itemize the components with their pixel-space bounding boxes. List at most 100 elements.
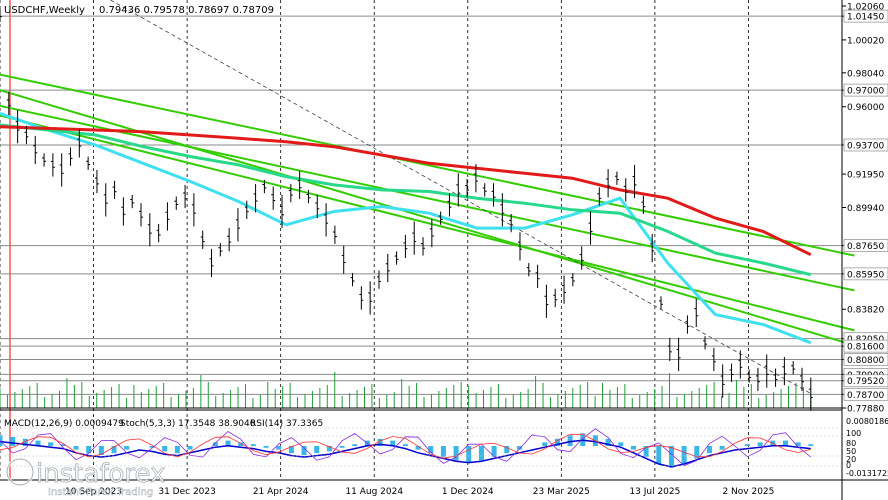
macd-histogram-bar bbox=[238, 442, 244, 446]
date-tick-label: 2 Nov 2025 bbox=[722, 487, 774, 497]
macd-histogram-bar bbox=[111, 446, 117, 454]
macd-signal-line bbox=[0, 439, 811, 468]
macd-histogram-bar bbox=[339, 446, 345, 448]
macd-label: MACD(12,26,9) 0.0009479 bbox=[4, 419, 124, 429]
macd-histogram-bar bbox=[744, 444, 750, 446]
macd-histogram-bar bbox=[795, 442, 801, 446]
macd-histogram-bar bbox=[554, 438, 560, 446]
macd-histogram-bar bbox=[706, 446, 712, 454]
price-tick-label: 0.78700 bbox=[847, 391, 884, 401]
price-tick-label: 1.02060 bbox=[847, 3, 884, 13]
macd-histogram-bar bbox=[73, 446, 79, 450]
rsi-label: RSI(14) 37.3365 bbox=[250, 419, 323, 429]
macd-histogram-bar bbox=[187, 446, 193, 450]
date-tick-label: 31 Dec 2023 bbox=[158, 487, 216, 497]
macd-histogram-bar bbox=[288, 446, 294, 454]
price-label-box bbox=[843, 374, 888, 388]
macd-histogram-bar bbox=[643, 446, 649, 457]
macd-histogram-bar bbox=[276, 446, 282, 450]
price-tick-label: 1.00020 bbox=[847, 36, 884, 46]
macd-histogram-bar bbox=[440, 446, 446, 457]
price-label-box bbox=[843, 83, 888, 97]
macd-histogram-bar bbox=[314, 446, 320, 454]
macd-histogram-bar bbox=[124, 446, 130, 450]
price-tick-label: 0.80800 bbox=[847, 356, 884, 366]
watermark-brand: instaforex bbox=[36, 459, 165, 489]
macd-histogram-bar bbox=[98, 446, 104, 455]
macd-histogram-bar bbox=[35, 440, 41, 446]
sub-axis-label: 80 bbox=[846, 439, 856, 448]
macd-histogram-bar bbox=[0, 435, 3, 446]
ema-mid-line bbox=[0, 123, 812, 277]
price-label-box bbox=[843, 239, 888, 252]
macd-histogram-bar bbox=[390, 440, 396, 446]
price-tick-label: 0.91950 bbox=[847, 171, 884, 181]
price-label-box bbox=[843, 138, 888, 152]
price-tick-label: 0.98040 bbox=[847, 69, 884, 79]
macd-histogram-bar bbox=[668, 446, 674, 468]
ema-fast-line bbox=[0, 111, 812, 345]
sub-axis-label: -0.0131725 bbox=[846, 469, 888, 478]
macd-histogram-bar bbox=[478, 446, 484, 461]
date-tick-label: 10 Sep 2023 bbox=[65, 487, 122, 497]
symbol-label: USDCHF,Weekly bbox=[4, 5, 85, 16]
instaforex-logo-ring bbox=[6, 458, 34, 486]
macd-histogram-bar bbox=[212, 442, 218, 446]
date-tick-label: 11 Aug 2024 bbox=[345, 487, 403, 497]
macd-histogram-bar bbox=[225, 440, 231, 446]
trend-channel-line bbox=[0, 104, 855, 292]
macd-histogram-bar bbox=[504, 446, 510, 454]
price-tick-label: 0.81600 bbox=[847, 343, 884, 353]
macd-histogram-bar bbox=[757, 442, 763, 446]
macd-histogram-bar bbox=[149, 446, 155, 448]
ema-slow-line bbox=[0, 125, 812, 257]
price-tick-label: 0.96000 bbox=[847, 103, 884, 113]
macd-histogram-bar bbox=[567, 435, 573, 446]
macd-histogram-bar bbox=[656, 446, 662, 464]
macd-histogram-bar bbox=[162, 446, 168, 452]
macd-histogram-bar bbox=[10, 437, 16, 446]
macd-histogram-bar bbox=[428, 446, 434, 454]
price-label-box bbox=[843, 387, 888, 401]
price-tick-label: 0.89940 bbox=[847, 204, 884, 214]
macd-histogram-bar bbox=[542, 442, 548, 446]
sub-axis-label: 0 bbox=[846, 461, 851, 470]
macd-histogram-bar bbox=[491, 446, 497, 457]
stoch-label: Stoch(5,3,3) 17.3548 38.9046 bbox=[120, 419, 256, 429]
macd-histogram-bar bbox=[174, 446, 180, 454]
macd-histogram-bar bbox=[618, 442, 624, 446]
watermark-tagline: Instant Forex Trading bbox=[48, 487, 153, 498]
macd-histogram-bar bbox=[326, 446, 332, 452]
macd-histogram-bar bbox=[605, 438, 611, 446]
macd-histogram-bar bbox=[301, 446, 307, 455]
date-tick-label: 21 Apr 2024 bbox=[253, 487, 309, 497]
macd-histogram-bar bbox=[415, 446, 421, 450]
price-tick-label: 1.01450 bbox=[847, 13, 884, 23]
ohlc-readout: 0.79436 0.79578 0.78697 0.78709 bbox=[99, 5, 274, 16]
price-label-box bbox=[843, 339, 888, 353]
macd-histogram-bar bbox=[22, 438, 28, 446]
price-tick-label: 0.93700 bbox=[847, 141, 884, 151]
macd-histogram-bar bbox=[453, 446, 459, 461]
macd-histogram-bar bbox=[782, 440, 788, 446]
price-tick-label: 0.79520 bbox=[847, 377, 884, 387]
macd-histogram-bar bbox=[719, 446, 725, 450]
price-tick-label: 0.85950 bbox=[847, 270, 884, 280]
price-tick-label: 0.77880 bbox=[847, 405, 884, 415]
price-tick-label: 0.97000 bbox=[847, 87, 884, 97]
macd-histogram-bar bbox=[630, 446, 636, 450]
sub-axis-label: 50 bbox=[846, 447, 856, 456]
macd-histogram-bar bbox=[808, 444, 814, 446]
macd-histogram-bar bbox=[466, 446, 472, 463]
macd-histogram-bar bbox=[681, 446, 687, 464]
macd-histogram-bar bbox=[352, 444, 358, 446]
date-tick-label: 13 Jul 2025 bbox=[629, 487, 680, 497]
sub-axis-label: 20 bbox=[846, 455, 856, 464]
price-label-box bbox=[843, 9, 888, 23]
macd-histogram-bar bbox=[516, 446, 522, 450]
trend-channel-line bbox=[0, 89, 855, 347]
macd-histogram-bar bbox=[86, 446, 92, 454]
